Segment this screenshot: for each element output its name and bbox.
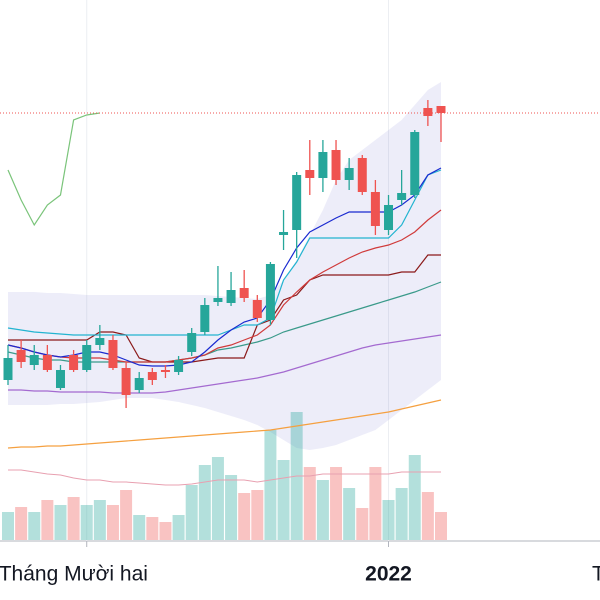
- volume-bar: [435, 512, 447, 540]
- volume-bar: [264, 430, 277, 540]
- candle-body: [226, 290, 236, 303]
- volume-bar: [159, 522, 172, 540]
- candle-body: [134, 378, 144, 390]
- volume-bar: [2, 512, 14, 540]
- volume-bar: [15, 507, 28, 540]
- candle-body: [265, 264, 275, 320]
- x-tick-label: 2022: [365, 563, 412, 586]
- candle-body: [384, 205, 394, 230]
- volume-bar: [316, 480, 329, 540]
- volume-bar: [211, 457, 224, 540]
- indicator-line: [7, 169, 442, 336]
- candle-body: [42, 355, 52, 370]
- volume-bar: [67, 497, 80, 540]
- indicator-line: [7, 112, 100, 227]
- indicator-line: [7, 209, 442, 363]
- volume-bar: [225, 475, 238, 540]
- volume-bar: [93, 500, 106, 540]
- volume-bar: [198, 465, 211, 540]
- volume-bar: [343, 488, 356, 540]
- candle-body: [357, 158, 367, 192]
- indicator-line: [7, 167, 442, 367]
- candle-body: [174, 360, 184, 372]
- candle-body: [410, 132, 420, 195]
- volume-bar: [382, 500, 395, 540]
- volume-bar: [408, 455, 421, 540]
- candle-body: [423, 108, 433, 116]
- volume-bar: [41, 500, 54, 540]
- candle-body: [252, 300, 262, 318]
- candle-body: [55, 370, 65, 388]
- volume-bar: [251, 490, 264, 540]
- volume-bar: [28, 512, 41, 540]
- candle-body: [239, 288, 249, 298]
- volume-bar: [106, 505, 119, 540]
- volume-bar: [133, 515, 146, 540]
- candle-body: [279, 232, 289, 235]
- candle-body: [213, 298, 223, 302]
- candle-body: [200, 305, 210, 332]
- candle-body: [397, 193, 407, 200]
- candle-body: [292, 175, 302, 230]
- candle-body: [121, 368, 131, 395]
- candle-body: [331, 150, 341, 180]
- volume-bar: [185, 485, 198, 540]
- volume-bar: [120, 490, 133, 540]
- x-tick-label: Tháng Mười hai: [0, 563, 148, 586]
- volume-bar: [80, 505, 93, 540]
- indicator-line: [7, 399, 442, 449]
- candle-body: [16, 350, 26, 362]
- volume-bar: [369, 467, 382, 540]
- volume-bar: [238, 493, 251, 540]
- volume-bar: [146, 517, 159, 540]
- candle-body: [108, 340, 118, 368]
- candle-body: [436, 106, 446, 113]
- indicator-line: [8, 254, 441, 363]
- candle-body: [3, 358, 13, 380]
- indicator-line: [7, 281, 442, 363]
- candle-body: [82, 345, 92, 370]
- candle-body: [29, 355, 39, 365]
- x-tick-label: T: [592, 563, 600, 586]
- volume-bar: [303, 467, 316, 540]
- volume-bar: [172, 515, 185, 540]
- volume-ma: [8, 469, 441, 486]
- candle-body: [318, 152, 328, 178]
- candle-body: [95, 338, 105, 345]
- candle-body: [370, 192, 380, 226]
- volume-bar: [356, 508, 369, 540]
- volume-bar: [54, 505, 67, 540]
- volume-bar: [395, 488, 408, 540]
- volume-bar: [330, 467, 343, 540]
- candle-body: [147, 372, 157, 380]
- volume-bar: [421, 492, 434, 540]
- candle-body: [69, 355, 79, 370]
- candle-body: [187, 333, 197, 352]
- candle-body: [305, 170, 315, 178]
- indicator-line: [8, 334, 442, 394]
- volume-bar: [277, 460, 290, 540]
- candle-body: [160, 370, 170, 372]
- candle-body: [344, 168, 354, 180]
